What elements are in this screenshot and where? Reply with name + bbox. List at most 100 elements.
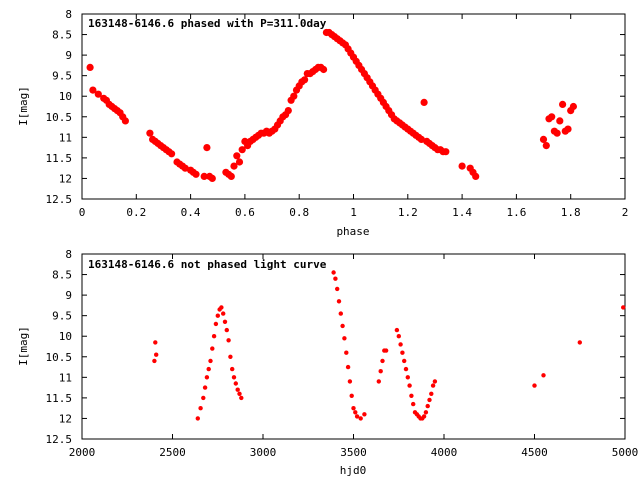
- data-point: [237, 391, 242, 396]
- data-point: [233, 381, 238, 386]
- data-point: [403, 366, 409, 372]
- data-point: [192, 170, 200, 178]
- data-point: [202, 385, 208, 390]
- data-point: [362, 412, 367, 417]
- data-point: [168, 150, 176, 158]
- y-tick-label: 11.5: [46, 152, 73, 165]
- x-tick-label: 4500: [521, 446, 548, 459]
- x-tick-label: 0.4: [181, 206, 201, 219]
- data-point: [569, 102, 578, 111]
- data-point: [400, 350, 405, 355]
- data-point: [94, 90, 102, 98]
- data-point: [231, 375, 237, 380]
- y-tick-label: 8: [65, 8, 72, 21]
- data-point: [338, 311, 343, 316]
- data-point: [421, 414, 427, 419]
- data-point: [417, 135, 425, 143]
- x-tick-label: 5000: [612, 446, 639, 459]
- data-point: [423, 410, 429, 415]
- data-point: [430, 383, 436, 388]
- data-point: [200, 172, 208, 180]
- data-point: [541, 373, 546, 378]
- data-point: [239, 395, 244, 401]
- data-point: [152, 358, 157, 364]
- data-point: [340, 323, 345, 329]
- x-tick-label: 3500: [340, 446, 367, 459]
- data-point: [213, 321, 219, 327]
- chart-title: 163148-6146.6 not phased light curve: [88, 258, 327, 271]
- data-point: [201, 395, 206, 401]
- x-tick-label: 0.6: [235, 206, 255, 219]
- data-point: [407, 383, 412, 388]
- data-point: [621, 305, 626, 310]
- x-axis-label: hjd0: [340, 464, 367, 477]
- data-point: [227, 172, 235, 180]
- data-point: [378, 369, 383, 374]
- data-point: [425, 403, 430, 409]
- data-point: [409, 393, 414, 398]
- data-point: [458, 162, 466, 170]
- data-point: [121, 117, 129, 125]
- data-point: [208, 358, 213, 364]
- y-tick-label: 10.5: [46, 351, 73, 364]
- y-tick-label: 10: [59, 90, 72, 103]
- x-tick-label: 1.2: [398, 206, 418, 219]
- data-point: [208, 174, 216, 182]
- y-tick-label: 8.5: [52, 29, 72, 42]
- y-tick-label: 9: [65, 49, 72, 62]
- data-point: [353, 410, 358, 415]
- data-point: [210, 346, 215, 351]
- y-axis-label: I[mag]: [17, 86, 30, 126]
- data-point: [394, 327, 400, 333]
- data-point: [222, 319, 228, 324]
- data-point: [290, 92, 298, 100]
- x-tick-label: 1.6: [506, 206, 526, 219]
- data-point: [211, 334, 217, 339]
- data-point: [198, 406, 203, 411]
- data-point: [89, 86, 97, 94]
- y-tick-label: 11: [59, 371, 72, 384]
- x-axis-label: phase: [336, 225, 369, 238]
- data-point: [402, 358, 407, 364]
- data-point: [226, 338, 231, 343]
- data-point: [221, 311, 226, 316]
- x-tick-label: 1.4: [452, 206, 472, 219]
- chart-title: 163148-6146.6 phased with P=311.0day: [88, 17, 327, 30]
- data-point: [349, 393, 354, 398]
- data-point: [230, 366, 235, 372]
- y-tick-label: 9.5: [52, 310, 72, 323]
- y-axis-label: I[mag]: [17, 326, 30, 366]
- x-tick-label: 1: [350, 206, 357, 219]
- data-point: [331, 270, 336, 275]
- data-point: [429, 391, 434, 396]
- data-point: [224, 327, 229, 333]
- y-tick-label: 10.5: [46, 111, 73, 124]
- data-point: [335, 286, 340, 292]
- data-point: [383, 348, 389, 353]
- y-tick-label: 8.5: [52, 269, 72, 282]
- y-tick-label: 11.5: [46, 392, 73, 405]
- data-point: [204, 375, 210, 380]
- x-tick-label: 3000: [250, 446, 277, 459]
- data-point: [577, 340, 582, 345]
- data-point: [146, 129, 154, 137]
- data-point: [539, 135, 548, 143]
- data-point: [548, 113, 556, 121]
- y-tick-label: 8: [65, 248, 72, 261]
- x-tick-label: 4000: [431, 446, 458, 459]
- data-point: [195, 416, 200, 421]
- data-point: [351, 406, 356, 411]
- data-point: [396, 334, 401, 339]
- x-tick-label: 0.8: [289, 206, 309, 219]
- y-tick-label: 11: [59, 131, 72, 144]
- data-point: [238, 146, 246, 154]
- tick-layer: 0 0.2 0.4 0.6 0.8 1 1.2 1.4 1.6 1.8 2 8 8.5 9 9.5 10 10.…: [46, 8, 629, 219]
- data-point: [344, 350, 349, 355]
- data-point: [215, 313, 220, 318]
- tick-layer: 2000 2500 3000 3500 4000 4500 5000 8 8.5 9 9.5 10 10…: [46, 248, 639, 459]
- x-tick-label: 2500: [159, 446, 186, 459]
- x-tick-label: 2: [622, 206, 629, 219]
- data-point: [556, 117, 564, 125]
- y-tick-label: 12: [59, 172, 72, 185]
